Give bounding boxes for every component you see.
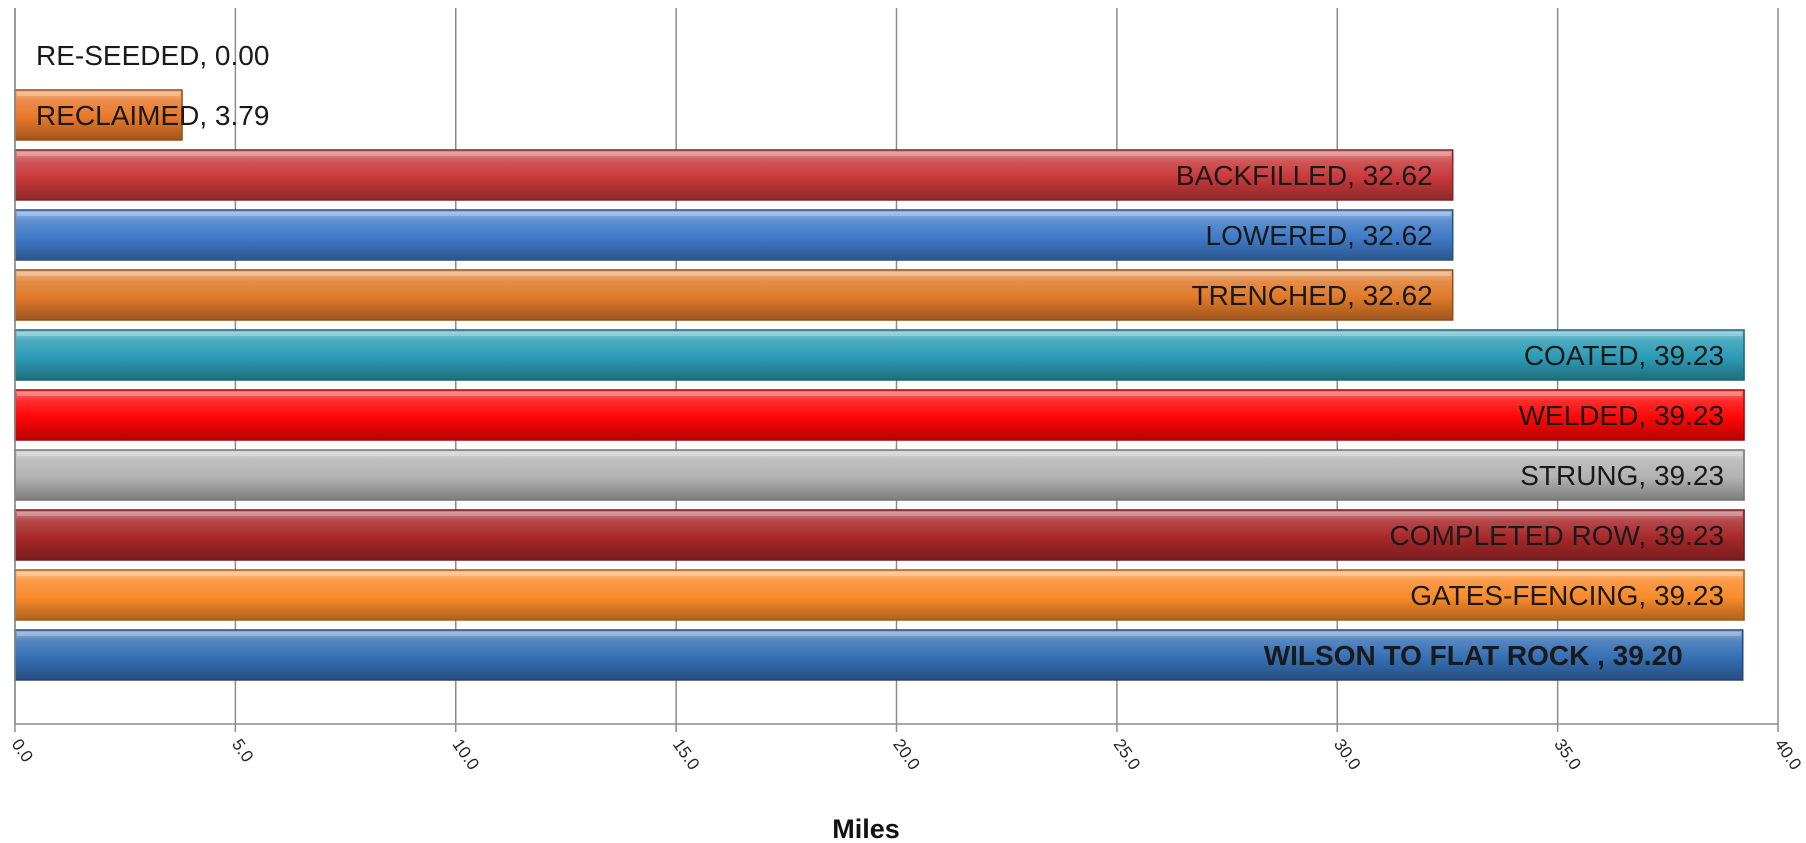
bar-highlight-4 [17, 272, 1451, 276]
bar-data-label-7: STRUNG, 39.23 [1520, 460, 1724, 491]
x-tick-label-7: 35.0 [1550, 735, 1585, 773]
bar-highlight-5 [17, 332, 1743, 336]
bar-group-0: RE-SEEDED, 0.00 [36, 40, 269, 71]
bar-group-2: BACKFILLED, 32.62 [14, 149, 1454, 201]
x-tick-label-3: 15.0 [669, 735, 704, 773]
bar-group-9: GATES-FENCING, 39.23 [14, 569, 1745, 621]
x-tick-label-2: 10.0 [448, 735, 483, 773]
bar-group-4: TRENCHED, 32.62 [14, 269, 1454, 321]
bar-group-1: RECLAIMED, 3.79 [14, 89, 269, 141]
bar-highlight-3 [17, 212, 1451, 216]
bar-data-label-4: TRENCHED, 32.62 [1192, 280, 1433, 311]
bar-data-label-5: COATED, 39.23 [1524, 340, 1724, 371]
bar-highlight-2 [17, 152, 1451, 156]
bar-group-5: COATED, 39.23 [14, 329, 1745, 381]
bar-1 [14, 89, 183, 141]
bar-highlight-1 [17, 92, 181, 96]
bar-10 [14, 629, 1744, 681]
x-axis-title: Miles [832, 814, 900, 843]
x-tick-label-0: 0.0 [8, 735, 37, 765]
bar-6 [14, 389, 1745, 441]
bar-data-label-8: COMPLETED ROW, 39.23 [1390, 520, 1725, 551]
bar-group-10: WILSON TO FLAT ROCK , 39.20 [14, 629, 1744, 681]
bar-5 [14, 329, 1745, 381]
bar-group-8: COMPLETED ROW, 39.23 [14, 509, 1745, 561]
x-tick-label-1: 5.0 [228, 735, 257, 765]
x-tick-label-4: 20.0 [889, 735, 924, 773]
bar-data-label-0: RE-SEEDED, 0.00 [36, 40, 269, 71]
bar-8 [14, 509, 1745, 561]
bar-data-label-6: WELDED, 39.23 [1519, 400, 1724, 431]
bar-data-label-2: BACKFILLED, 32.62 [1176, 160, 1433, 191]
bar-highlight-8 [17, 512, 1743, 516]
bar-data-label-1: RECLAIMED, 3.79 [36, 100, 269, 131]
bar-2 [14, 149, 1454, 201]
x-tick-label-8: 40.0 [1771, 735, 1806, 773]
x-tick-label-6: 30.0 [1330, 735, 1365, 773]
bars: RE-SEEDED, 0.00 RECLAIMED, 3.79 BACKFILLED… [14, 40, 1745, 681]
bar-data-label-10: WILSON TO FLAT ROCK , 39.20 [1264, 640, 1683, 671]
bar-group-6: WELDED, 39.23 [14, 389, 1745, 441]
x-tick-label-5: 25.0 [1110, 735, 1145, 773]
bar-highlight-6 [17, 392, 1743, 396]
bar-group-3: LOWERED, 32.62 [14, 209, 1454, 261]
bar-4 [14, 269, 1454, 321]
bar-9 [14, 569, 1745, 621]
bar-data-label-3: LOWERED, 32.62 [1206, 220, 1433, 251]
bar-highlight-9 [17, 572, 1743, 576]
bar-3 [14, 209, 1454, 261]
bar-group-7: STRUNG, 39.23 [14, 449, 1745, 501]
bar-highlight-7 [17, 452, 1743, 456]
bar-highlight-10 [17, 632, 1741, 636]
bar-7 [14, 449, 1745, 501]
bar-data-label-9: GATES-FENCING, 39.23 [1410, 580, 1724, 611]
